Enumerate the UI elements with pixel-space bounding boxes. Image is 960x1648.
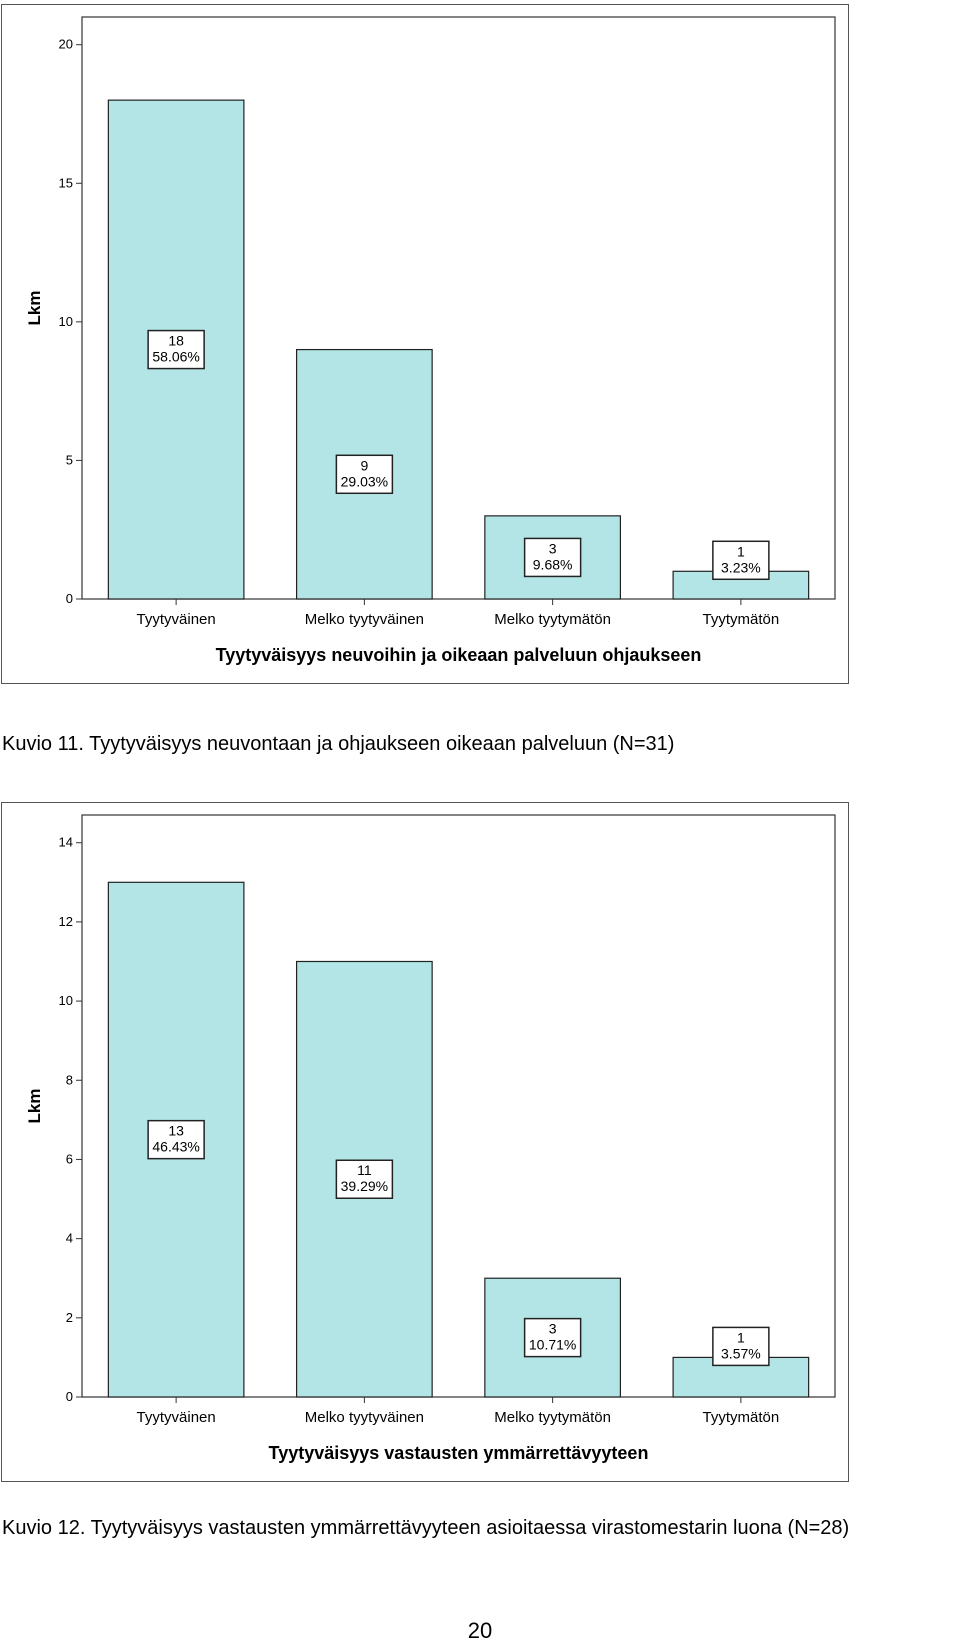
chart1-data-label-box (523, 537, 582, 578)
chart2-x-tick-label: Melko tyytymätön (494, 1409, 611, 1426)
chart2-y-tick-label: 6 (66, 1151, 73, 1166)
chart1-data-label-percent: 3.23% (721, 559, 761, 575)
chart-2: 0 2 4 6 8 10 12 14 Lkm Tyytyväinen 13 46.43% Melko t… (1, 802, 849, 1482)
chart1-data-label-percent: 29.03% (341, 473, 388, 489)
chart1-x-tick-label: Melko tyytymätön (494, 611, 611, 628)
chart1-data-label-percent: 9.68% (533, 556, 573, 572)
chart1-y-tick-label: 10 (59, 314, 73, 329)
chart2-data-label-count: 1 (737, 1329, 745, 1345)
chart2-data-label-count: 13 (168, 1123, 184, 1139)
chart1-data-label-box (712, 540, 770, 581)
chart2-data-label-percent: 39.29% (341, 1178, 388, 1194)
figure-caption-12: Kuvio 12. Tyytyväisyys vastausten ymmärr… (2, 1517, 850, 1539)
chart2-y-axis-label: Lkm (25, 1089, 44, 1124)
chart1-data-label-count: 18 (168, 333, 184, 349)
chart2-data-label-count: 11 (357, 1162, 372, 1178)
chart2-x-tick-label: Tyytymätön (703, 1409, 780, 1426)
chart2-data-label-count: 3 (549, 1321, 557, 1337)
chart2-x-tick-label: Tyytyväinen (137, 1409, 216, 1426)
chart2-x-axis-label: Tyytyväisyys vastausten ymmärrettävyytee… (269, 1443, 649, 1463)
chart2-y-tick-label: 0 (66, 1389, 73, 1404)
chart1-y-tick-label: 5 (66, 452, 73, 467)
chart1-x-tick-label: Tyytymätön (703, 611, 780, 628)
chart1-y-tick-label: 15 (59, 175, 73, 190)
chart1-data-label-box (147, 329, 205, 370)
chart2-data-label-box (147, 1119, 205, 1160)
chart1-y-tick-label: 20 (59, 37, 73, 52)
chart2-y-tick-label: 8 (66, 1072, 73, 1087)
chart2-data-label-percent: 10.71% (529, 1337, 576, 1353)
chart2-y-tick-label: 12 (59, 914, 73, 929)
chart2-data-label-box (523, 1317, 582, 1358)
chart1-x-tick-label: Melko tyytyväinen (305, 611, 424, 628)
chart2-y-tick-label: 4 (66, 1231, 73, 1246)
chart1-data-label-count: 1 (737, 543, 745, 559)
chart1-data-label-count: 3 (549, 540, 557, 556)
chart2-x-tick-label: Melko tyytyväinen (305, 1409, 424, 1426)
page-number: 20 (467, 1618, 493, 1643)
chart2-data-label-percent: 3.57% (721, 1345, 761, 1361)
chart1-x-tick-label: Tyytyväinen (137, 611, 216, 628)
chart2-y-tick-label: 2 (66, 1310, 73, 1325)
chart1-data-label-percent: 58.06% (152, 349, 199, 365)
chart1-data-label-count: 9 (360, 457, 368, 473)
chart-1: 0 5 10 15 20 Lkm Tyytyväinen 18 58.06% Melko tyyt… (1, 4, 849, 684)
chart2-data-label-box (712, 1326, 770, 1367)
chart2-y-tick-label: 14 (59, 835, 73, 850)
chart2-data-label-percent: 46.43% (152, 1139, 199, 1155)
chart2-data-label-box (335, 1159, 394, 1199)
chart1-x-axis-label: Tyytyväisyys neuvoihin ja oikeaan palvel… (216, 645, 702, 665)
figure-caption-11: Kuvio 11. Tyytyväisyys neuvontaan ja ohj… (2, 733, 675, 755)
chart2-y-tick-label: 10 (59, 993, 73, 1008)
chart1-data-label-box (335, 454, 394, 495)
chart1-y-axis-label: Lkm (25, 291, 44, 326)
chart1-y-tick-label: 0 (66, 591, 73, 606)
